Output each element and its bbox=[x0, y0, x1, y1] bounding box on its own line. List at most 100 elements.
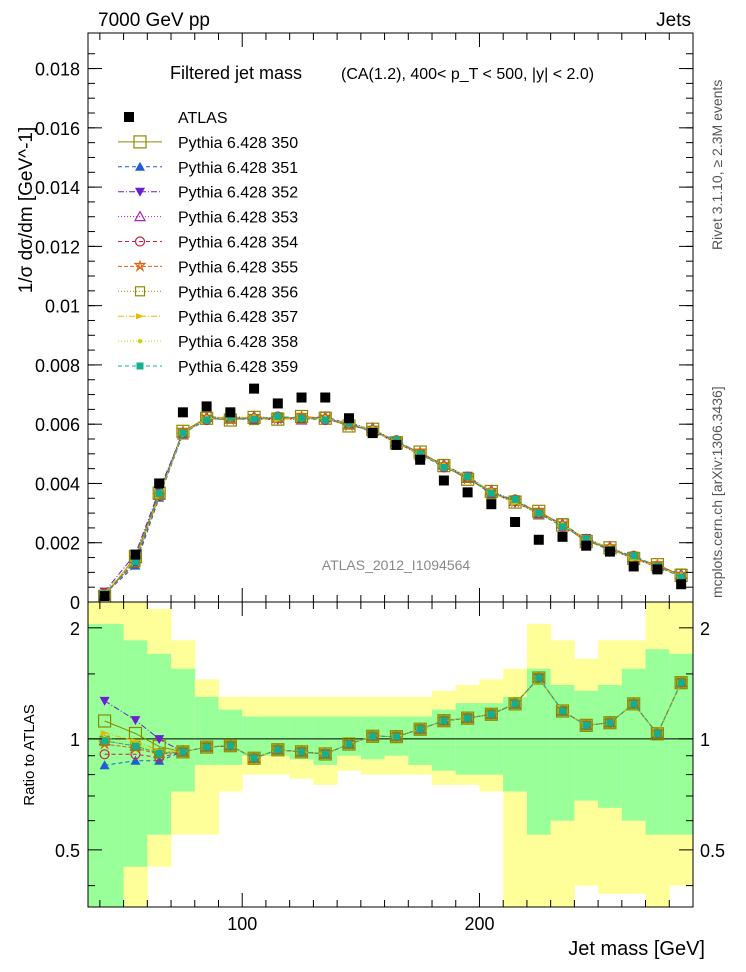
ratio-series-point bbox=[154, 735, 165, 745]
y-tick-label: 0.006 bbox=[35, 415, 80, 435]
uncertainty-band-green bbox=[242, 716, 267, 756]
legend-label: Pythia 6.428 359 bbox=[178, 359, 298, 376]
y-axis-label: 1/σ dσ/dm [GeV^-1] bbox=[16, 127, 37, 293]
series-point bbox=[298, 414, 306, 422]
ratio-series-point bbox=[416, 725, 424, 733]
mcplots-label: mcplots.cern.ch [arXiv:1306.3436] bbox=[709, 386, 725, 598]
uncertainty-band-green bbox=[598, 684, 623, 808]
ratio-series-point bbox=[179, 748, 187, 756]
atlas-point bbox=[557, 531, 568, 542]
legend-label: Pythia 6.428 353 bbox=[178, 210, 298, 227]
series-point bbox=[628, 551, 639, 562]
legend-label: Pythia 6.428 351 bbox=[178, 160, 298, 177]
ratio-series-point bbox=[248, 753, 260, 764]
ratio-series-point bbox=[415, 724, 426, 735]
legend-marker bbox=[133, 210, 147, 222]
series-point bbox=[226, 413, 234, 421]
ratio-series-point bbox=[99, 696, 110, 706]
legend-label: Pythia 6.428 358 bbox=[178, 334, 298, 351]
atlas-point bbox=[249, 383, 260, 394]
legend-marker bbox=[134, 236, 146, 247]
legend-label: Pythia 6.428 357 bbox=[178, 309, 298, 326]
atlas-point bbox=[438, 475, 449, 486]
atlas-point bbox=[652, 564, 663, 575]
ratio-series-point bbox=[653, 730, 661, 738]
atlas-point bbox=[272, 398, 283, 409]
legend-marker-atlas bbox=[124, 112, 134, 122]
series-point bbox=[321, 416, 329, 424]
ratio-series-6428359 bbox=[101, 674, 685, 762]
ratio-series-point bbox=[533, 672, 544, 684]
atlas-point bbox=[510, 516, 521, 527]
ratio-series-point bbox=[369, 732, 377, 740]
ratio-series-point bbox=[98, 714, 112, 728]
legend-marker bbox=[135, 161, 145, 171]
ratio-series-point bbox=[100, 729, 109, 736]
ratio-series-point bbox=[343, 738, 355, 750]
rivet-version-label: Rivet 3.1.10, ≥ 2.3M events bbox=[709, 80, 725, 250]
ratio-series-point bbox=[557, 705, 568, 717]
series-point bbox=[250, 415, 258, 423]
ratio-series-point bbox=[154, 755, 165, 765]
series-point bbox=[559, 523, 567, 531]
uncertainty-band-green bbox=[574, 690, 599, 801]
atlas-point bbox=[99, 591, 110, 602]
ratio-tick-label: 0.5 bbox=[55, 841, 80, 861]
atlas-point bbox=[628, 561, 639, 572]
x-tick-label: 100 bbox=[227, 914, 257, 934]
ratio-tick-label-right: 0.5 bbox=[700, 841, 725, 861]
ratio-series-point bbox=[128, 726, 143, 741]
ratio-panel: 0.5 0.5 1 1 2 2 100 200 bbox=[55, 601, 725, 934]
ratio-series-point bbox=[130, 716, 141, 726]
header-energy-label: 7000 GeV pp bbox=[98, 10, 210, 31]
series-point bbox=[677, 573, 685, 581]
ratio-series-point bbox=[652, 728, 663, 739]
series-point bbox=[535, 509, 543, 517]
series-point bbox=[582, 535, 590, 543]
atlas-point bbox=[462, 487, 473, 498]
legend-marker bbox=[136, 313, 144, 320]
ratio-series-point bbox=[226, 742, 234, 750]
uncertainty-band-green bbox=[171, 668, 196, 792]
main-panel: 0 0.002 0.004 0.006 0.008 0.01 0.012 0.014 0.016… bbox=[35, 32, 694, 613]
ratio-series-point bbox=[630, 700, 638, 708]
ratio-tick-label-right: 2 bbox=[700, 619, 710, 639]
legend-marker bbox=[137, 338, 143, 344]
ratio-series-point bbox=[392, 733, 400, 741]
ratio-frame bbox=[87, 601, 694, 908]
legend-marker bbox=[133, 135, 147, 149]
ratio-series-point bbox=[487, 710, 495, 718]
x-tick-label: 200 bbox=[464, 914, 494, 934]
y-tick-label: 0.018 bbox=[35, 60, 80, 80]
ratio-series-point bbox=[131, 742, 139, 750]
legend-marker bbox=[136, 362, 144, 370]
series-point bbox=[155, 490, 163, 498]
series-point bbox=[487, 489, 495, 497]
legend-marker bbox=[134, 286, 146, 297]
atlas-point bbox=[177, 407, 188, 418]
series-point bbox=[345, 419, 353, 427]
y-tick-label: 0.012 bbox=[35, 237, 80, 257]
ratio-series-point bbox=[203, 743, 211, 751]
ratio-series-point bbox=[677, 679, 685, 687]
y-tick-label: 0.002 bbox=[35, 534, 80, 554]
ratio-series-point bbox=[321, 750, 329, 758]
ratio-series-point bbox=[99, 749, 110, 760]
ratio-y-axis-label: Ratio to ATLAS bbox=[21, 704, 38, 805]
ratio-series-point bbox=[250, 754, 258, 762]
series-point bbox=[440, 463, 448, 471]
series-point bbox=[630, 552, 638, 560]
atlas-point bbox=[225, 407, 236, 418]
y-tick-label: 0.01 bbox=[45, 297, 80, 317]
ratio-series-point bbox=[274, 746, 282, 754]
ratio-series-point bbox=[298, 748, 306, 756]
atlas-point bbox=[415, 454, 426, 465]
legend-marker bbox=[133, 259, 147, 273]
ratio-series-point bbox=[606, 719, 614, 727]
uncertainty-band-green bbox=[669, 653, 693, 835]
header-process-label: Jets bbox=[656, 10, 691, 31]
series-point bbox=[416, 450, 424, 458]
ratio-series-point bbox=[486, 709, 497, 720]
atlas-point bbox=[343, 413, 354, 424]
